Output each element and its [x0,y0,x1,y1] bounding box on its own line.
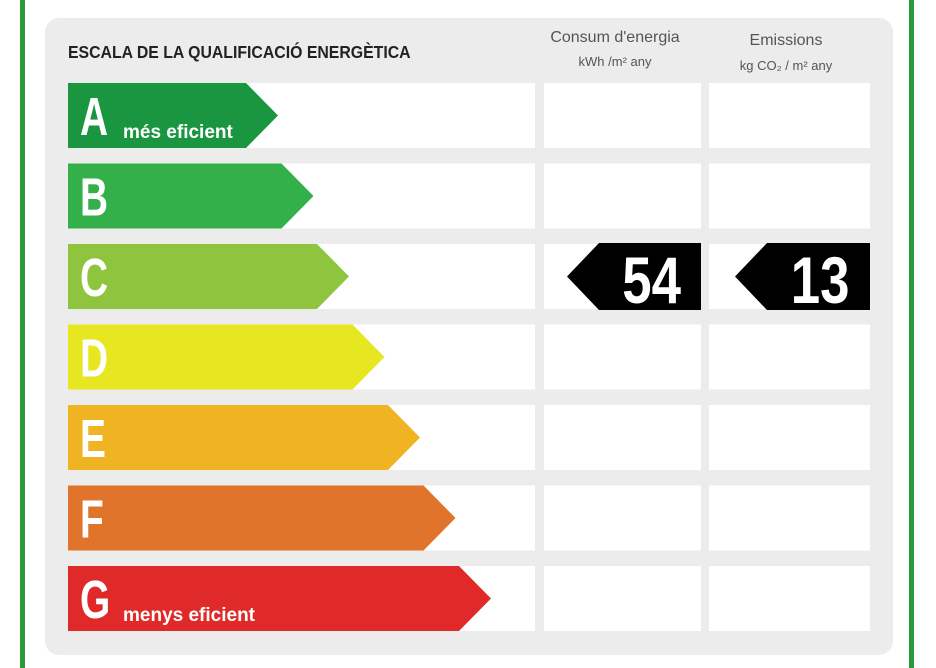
consumption-box [544,324,701,390]
class-letter: G [80,569,110,630]
consumption-badge [567,243,701,310]
emissions-box [709,83,870,148]
consumption-unit: kWh /m² any [579,54,652,69]
emissions-value: 13 [791,243,850,317]
emissions-box [709,324,870,390]
border-left [20,0,25,668]
class-arrow [68,324,385,390]
class-letter: A [80,86,108,147]
class-letter: F [80,488,104,549]
consumption-box [544,83,701,148]
class-arrow [68,566,491,631]
class-label: més eficient [123,122,233,143]
class-arrow [68,485,456,551]
emissions-box [709,405,870,470]
consumption-box [544,485,701,551]
emissions-box [709,163,870,229]
border-right [909,0,914,668]
title: ESCALA DE LA QUALIFICACIÓ ENERGÈTICA [68,42,411,62]
consumption-title: Consum d'energia [550,29,679,46]
consumption-box [544,405,701,470]
class-letter: D [80,327,108,388]
class-arrow [68,83,278,148]
class-letter: B [80,166,108,227]
class-arrow [68,244,349,309]
consumption-value: 54 [622,243,681,317]
class-arrow [68,405,420,470]
consumption-box [544,163,701,229]
emissions-unit: kg CO₂ / m² any [740,58,833,73]
emissions-title: Emissions [750,32,823,49]
emissions-badge [735,243,870,310]
emissions-box [709,485,870,551]
class-letter: E [80,408,106,469]
class-letter: C [80,247,108,308]
class-label: menys eficient [123,605,256,626]
class-arrow [68,163,314,229]
consumption-box [544,566,701,631]
emissions-box [709,566,870,631]
